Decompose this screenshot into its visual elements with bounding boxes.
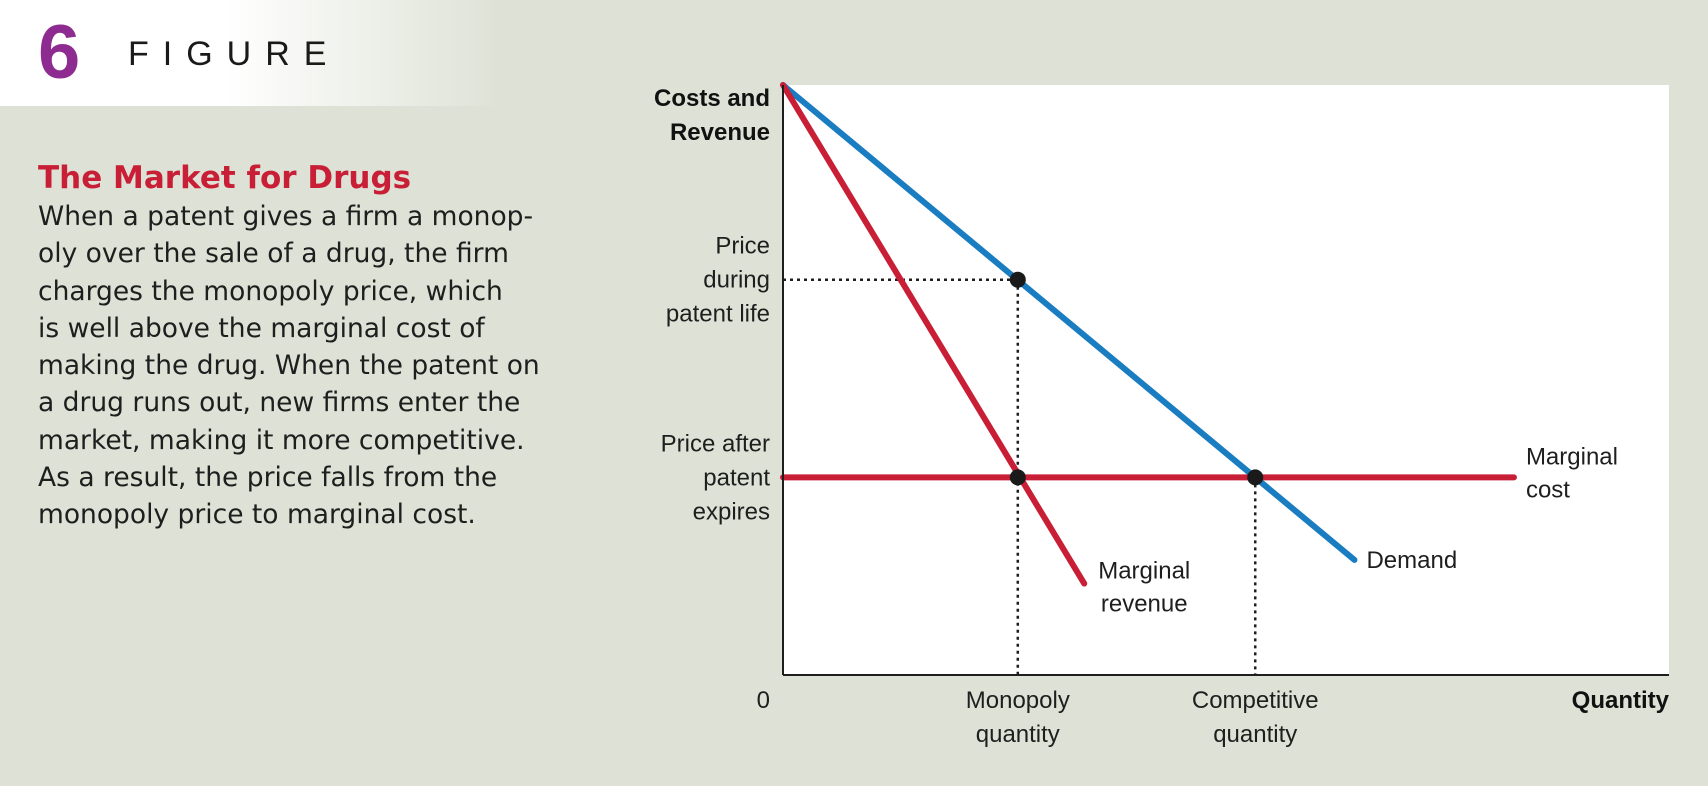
price-during-patent-label: Price during patent life bbox=[666, 233, 770, 328]
caption-line: monopoly price to marginal cost. bbox=[38, 499, 476, 531]
mr-mc-point bbox=[1009, 469, 1026, 486]
figure-header: 6 FIGURE bbox=[0, 0, 500, 106]
origin-label: 0 bbox=[757, 687, 770, 714]
competitive-quantity-label: Competitive quantity bbox=[1192, 687, 1319, 748]
marginal-revenue-label: Marginal revenue bbox=[1098, 558, 1190, 618]
caption-title: The Market for Drugs bbox=[38, 160, 412, 196]
x-axis-title: Quantity bbox=[1572, 687, 1670, 714]
monopoly-point bbox=[1009, 271, 1026, 288]
caption-line: As a result, the price falls from the bbox=[38, 462, 498, 494]
figure-number: 6 bbox=[38, 10, 81, 95]
figure-word: FIGURE bbox=[128, 35, 341, 73]
caption-line: oly over the sale of a drug, the firm bbox=[38, 238, 509, 270]
marginal-cost-label: Marginal cost bbox=[1526, 443, 1618, 503]
y-axis-title: Costs and Revenue bbox=[654, 85, 770, 146]
caption-line: making the drug. When the patent on bbox=[38, 350, 540, 382]
chart-layer: Demand Marginal revenue Marginal cost Costs a… bbox=[654, 82, 1670, 748]
monopoly-quantity-label: Monopoly quantity bbox=[966, 687, 1070, 748]
price-after-patent-label: Price after patent expires bbox=[661, 430, 771, 525]
demand-label: Demand bbox=[1366, 547, 1457, 574]
caption: The Market for Drugs When a patent gives… bbox=[38, 158, 598, 534]
caption-line: market, making it more competitive. bbox=[38, 424, 525, 456]
caption-line: When a patent gives a firm a monop- bbox=[38, 201, 534, 232]
caption-line: is well above the marginal cost of bbox=[38, 312, 485, 344]
competitive-point bbox=[1247, 469, 1264, 486]
marginal-revenue-curve bbox=[780, 82, 1088, 587]
caption-line: a drug runs out, new firms enter the bbox=[38, 387, 521, 419]
caption-line: charges the monopoly price, which bbox=[38, 275, 503, 307]
plot-area bbox=[783, 85, 1669, 675]
